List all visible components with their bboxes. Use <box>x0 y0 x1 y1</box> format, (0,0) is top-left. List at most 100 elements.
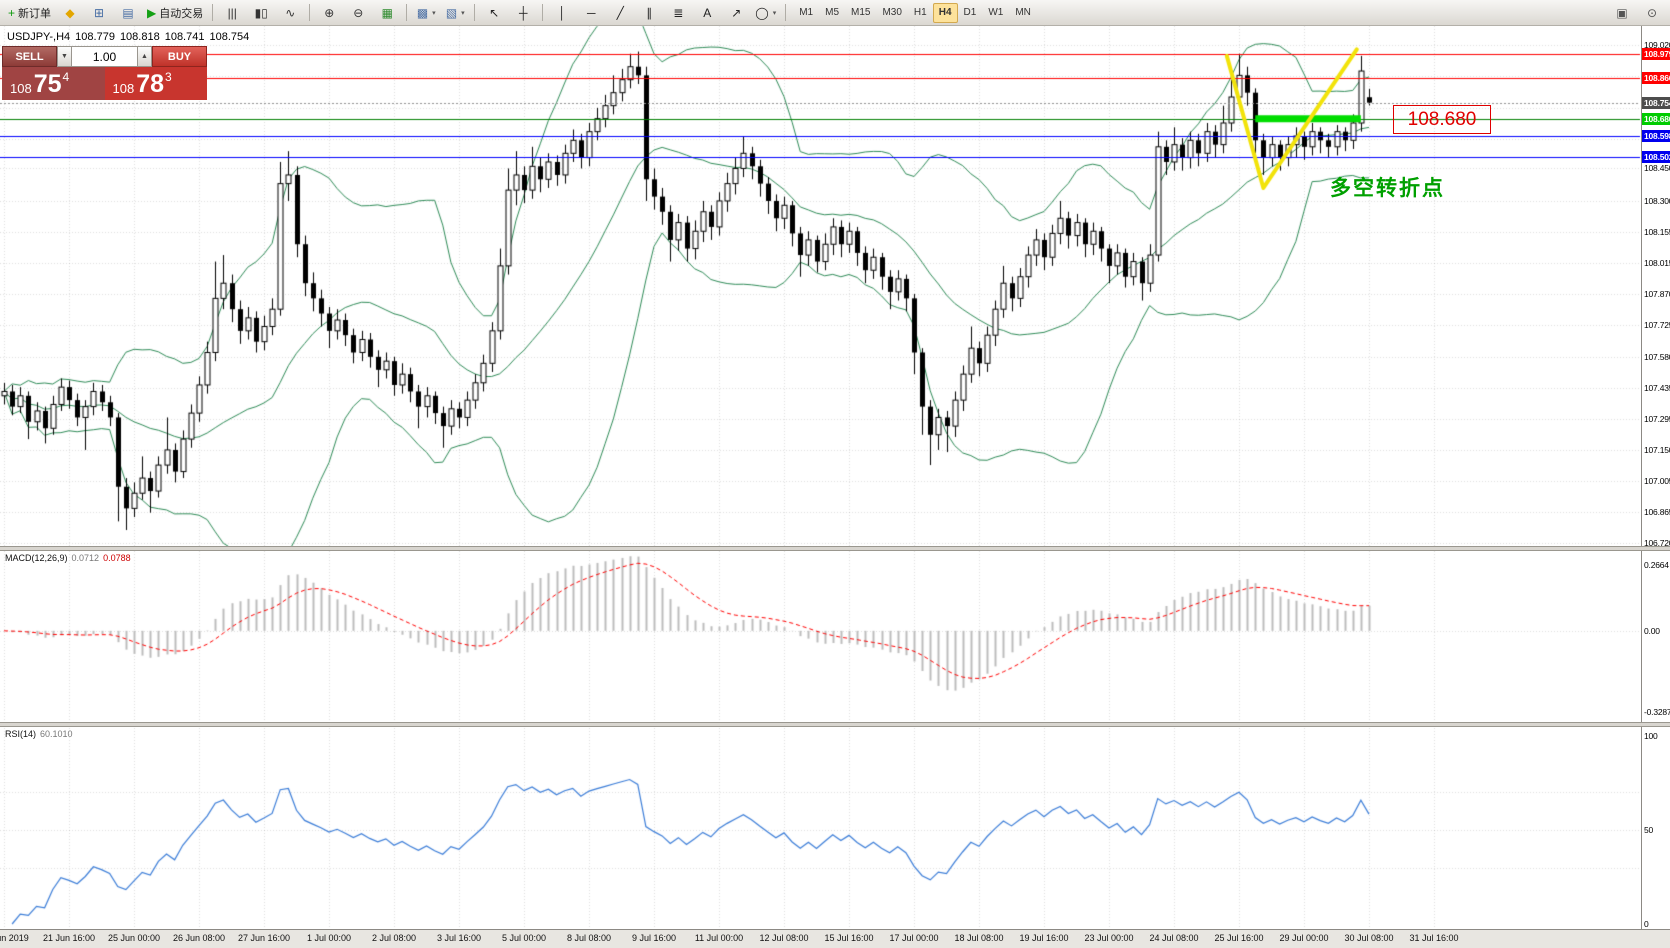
turning-point-note[interactable]: 多空转折点 <box>1330 177 1445 200</box>
macd-scale-label: 0.2664 <box>1644 559 1669 570</box>
new-chart-icon[interactable]: ▩ ▾ <box>412 2 440 24</box>
line-chart-icon[interactable]: ∿ <box>276 2 304 24</box>
timeframe-m5[interactable]: M5 <box>825 7 840 18</box>
buy-button[interactable]: BUY <box>152 46 207 67</box>
fibonacci-icon[interactable]: ≣ <box>664 2 692 24</box>
panel-separator[interactable] <box>0 546 1670 551</box>
time-label: 25 Jul 16:00 <box>1214 933 1264 943</box>
price-label: 109.020 <box>1644 40 1670 51</box>
window-layout-icon[interactable]: ▣ <box>1608 2 1636 24</box>
time-label: 19 Jul 16:00 <box>1019 933 1069 943</box>
bid-price-display[interactable]: 108 75 4 <box>2 67 105 100</box>
quote-open: 108.779 <box>75 31 115 43</box>
timeframe-m30[interactable]: M30 <box>882 7 902 18</box>
ask-pip: 3 <box>165 70 172 84</box>
price-tag: 108.754 <box>1642 96 1670 109</box>
price-tag: 108.598 <box>1642 130 1670 143</box>
toolbar-separator <box>474 4 476 21</box>
volume-decrease-button[interactable]: ▼ <box>57 46 72 67</box>
window-layout-icon: ▣ <box>1616 5 1628 20</box>
price-annotation[interactable]: 108.680 <box>1393 105 1491 134</box>
search-icon[interactable]: ⊙ <box>1638 2 1666 24</box>
price-scale[interactable]: 109.020 108.450 108.300 108.155 108.015 107.8… <box>1641 26 1670 929</box>
search-icon: ⊙ <box>1646 5 1658 20</box>
toolbar-separator <box>785 4 787 21</box>
bid-big: 75 <box>33 70 62 98</box>
channel-icon: ∥ <box>646 5 653 20</box>
autotrading-button[interactable]: ▶ 自动交易 <box>143 2 207 24</box>
timeframe-d1[interactable]: D1 <box>963 7 977 18</box>
horizontal-line-icon: ─ <box>586 5 596 20</box>
autotrading-button-label: 自动交易 <box>159 7 204 20</box>
zoom-out-icon[interactable]: ⊖ <box>344 2 372 24</box>
text-icon[interactable]: A <box>693 2 721 24</box>
ask-price-display[interactable]: 108 78 3 <box>104 67 207 100</box>
timeframe-m1[interactable]: M1 <box>799 7 814 18</box>
price-tag: 108.502 <box>1642 151 1670 164</box>
profiles-icon: ▧ <box>445 5 458 20</box>
cursor-icon[interactable]: ↖ <box>480 2 508 24</box>
time-label: 18 Jul 08:00 <box>954 933 1004 943</box>
price-label: 107.150 <box>1644 444 1670 455</box>
volume-increase-button[interactable]: ▲ <box>137 46 152 67</box>
price-label: 107.870 <box>1644 289 1670 300</box>
time-label: 3 Jul 16:00 <box>436 933 482 943</box>
time-label: 23 Jul 00:00 <box>1084 933 1134 943</box>
new-order-button[interactable]: + 新订单 <box>4 2 55 24</box>
time-label: 20 Jun 2019 <box>0 933 29 943</box>
trendline-icon[interactable]: ╱ <box>606 2 634 24</box>
rsi-scale-label: 50 <box>1644 825 1654 835</box>
bid-pip: 4 <box>62 70 70 84</box>
horizontal-line-icon[interactable]: ─ <box>577 2 605 24</box>
navigator-icon: ▤ <box>122 5 134 20</box>
price-tag: 108.979 <box>1642 47 1670 60</box>
rsi-scale-label: 0 <box>1644 919 1649 929</box>
time-label: 30 Jul 08:00 <box>1344 933 1394 943</box>
macd-signal-value: 0.0788 <box>103 553 131 563</box>
toolbar-separator <box>309 4 311 21</box>
profiles-icon[interactable]: ▧ ▾ <box>441 2 469 24</box>
arrow-tool-icon[interactable]: ↗ <box>722 2 750 24</box>
zoom-in-icon[interactable]: ⊕ <box>315 2 343 24</box>
shapes-icon[interactable]: ◯ ▾ <box>751 2 780 24</box>
grid-icon[interactable]: ▦ <box>373 2 401 24</box>
autotrading-icon: ▶ <box>147 5 157 20</box>
quote-low: 108.741 <box>164 31 205 43</box>
arrow-tool-icon: ↗ <box>731 5 742 20</box>
macd-name: MACD(12,26,9) <box>5 553 68 563</box>
text-icon: A <box>703 5 712 20</box>
crosshair-icon[interactable]: ┼ <box>509 2 537 24</box>
metaeditor-icon[interactable]: ◆ <box>56 2 84 24</box>
price-label: 106.865 <box>1644 506 1670 517</box>
price-label: 108.450 <box>1644 163 1670 174</box>
timeframe-h4[interactable]: H4 <box>932 2 958 23</box>
panel-separator[interactable] <box>0 722 1670 727</box>
grid-icon: ▦ <box>381 5 393 20</box>
data-window-icon[interactable]: ⊞ <box>85 2 113 24</box>
price-label: 108.015 <box>1644 257 1670 268</box>
time-label: 12 Jul 08:00 <box>759 933 809 943</box>
bar-chart-icon[interactable]: ||| <box>218 2 246 24</box>
timeframe-h1[interactable]: H1 <box>913 7 927 18</box>
channel-icon[interactable]: ∥ <box>635 2 663 24</box>
candlestick-chart-icon: ▮▯ <box>254 5 268 20</box>
time-axis[interactable]: 20 Jun 2019 21 Jun 16:00 25 Jun 00:00 26 Ju… <box>0 929 1670 948</box>
price-label: 107.725 <box>1644 320 1670 331</box>
price-label: 107.005 <box>1644 476 1670 487</box>
timeframe-mn[interactable]: MN <box>1015 7 1031 18</box>
time-label: 31 Jul 16:00 <box>1409 933 1459 943</box>
time-label: 17 Jul 00:00 <box>889 933 939 943</box>
timeframe-w1[interactable]: W1 <box>988 7 1004 18</box>
time-label: 8 Jul 08:00 <box>566 933 612 943</box>
volume-input[interactable] <box>72 46 137 67</box>
one-click-trading-panel: SELL ▼ ▲ BUY 108 75 4 108 78 3 <box>2 46 207 100</box>
time-label: 21 Jun 16:00 <box>42 933 96 943</box>
candlestick-chart-icon[interactable]: ▮▯ <box>247 2 275 24</box>
timeframe-m15[interactable]: M15 <box>851 7 871 18</box>
timeframe-group: M1 M5 M15 M30 H1 H4 D1 W1 MN <box>793 2 1037 23</box>
navigator-icon[interactable]: ▤ <box>114 2 142 24</box>
vertical-line-icon[interactable]: │ <box>548 2 576 24</box>
sell-button[interactable]: SELL <box>2 46 57 67</box>
time-label: 24 Jul 08:00 <box>1149 933 1199 943</box>
